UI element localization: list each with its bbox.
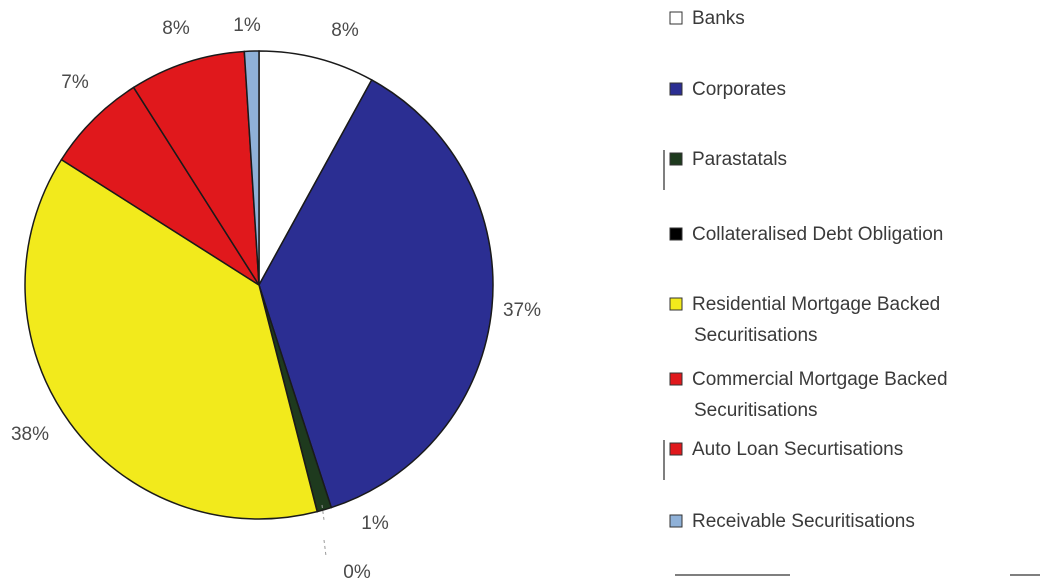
pie-slice [60, 86, 260, 286]
legend: Banks Corporates Parastatals Collateralised… [663, 8, 1040, 576]
pie-slice [258, 78, 494, 509]
legend-label: Corporates [692, 79, 786, 100]
legend-label: Auto Loan Securtisations [692, 439, 903, 460]
slice-percent-label: 37% [503, 300, 541, 321]
legend-label: Securitisations [694, 325, 818, 346]
pie-slices [24, 50, 494, 520]
legend-entry: Banks [669, 8, 745, 29]
legend-entry: Receivable Securitisations [669, 511, 915, 532]
legend-label: Receivable Securitisations [692, 511, 915, 532]
legend-swatch [669, 514, 683, 528]
legend-swatch [669, 82, 683, 96]
legend-label: Collateralised Debt Obligation [692, 224, 943, 245]
pie-slice [243, 50, 260, 286]
legend-swatch [669, 227, 683, 241]
slice-percent-label: 1% [233, 15, 261, 36]
legend-entry: Collateralised Debt Obligation [669, 224, 943, 245]
slice-percent-label: 0% [343, 562, 371, 583]
legend-entry: Residential Mortgage Backed Securitisatio… [669, 294, 940, 346]
legend-entry: Commercial Mortgage Backed Securitisation… [669, 369, 948, 421]
slice-percent-label: 8% [162, 18, 190, 39]
legend-label: Commercial Mortgage Backed [692, 369, 948, 390]
legend-border-marks [663, 150, 1040, 576]
legend-label: Parastatals [692, 149, 787, 170]
pie-slice [132, 50, 260, 286]
slice-percent-label: 8% [331, 20, 359, 41]
legend-swatch [669, 297, 683, 311]
legend-label: Residential Mortgage Backed [692, 294, 940, 315]
slice-percent-label: 7% [61, 72, 89, 93]
percent-labels: 8% 37% 1% 0% 38% 7% 8% 1% [11, 15, 541, 583]
legend-swatch [669, 442, 683, 456]
legend-swatch [669, 152, 683, 166]
legend-label: Securitisations [694, 400, 818, 421]
slice-percent-label: 1% [361, 513, 389, 534]
leader-line [321, 504, 327, 557]
slice-percent-label: 38% [11, 424, 49, 445]
pie-slice [24, 158, 319, 520]
legend-entry: Corporates [669, 79, 786, 100]
legend-entry: Parastatals [669, 149, 787, 170]
legend-label: Banks [692, 8, 745, 29]
legend-entry: Auto Loan Securtisations [669, 439, 903, 460]
legend-swatch [669, 372, 683, 386]
legend-swatch [669, 11, 683, 25]
pie-slice [258, 50, 373, 286]
